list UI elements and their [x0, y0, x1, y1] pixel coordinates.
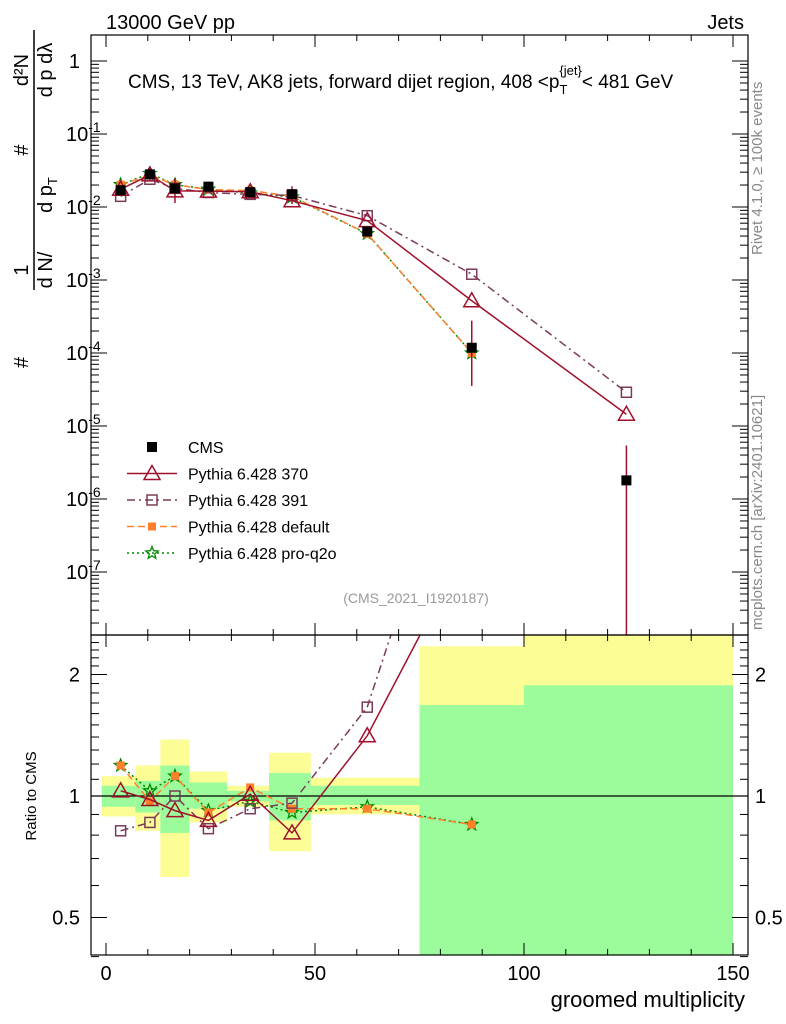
legend-label: Pythia 6.428 391 — [188, 493, 308, 510]
cms-point — [169, 183, 180, 194]
ratio-tick-label-right: 2 — [755, 665, 766, 687]
stat-uncertainty-band — [524, 685, 733, 955]
svg-text:d²N: d²N — [11, 54, 33, 86]
main-plot-marks — [111, 165, 636, 635]
cms-point — [144, 169, 155, 180]
plot-title: CMS, 13 TeV, AK8 jets, forward dijet reg… — [128, 63, 674, 97]
ratio-plot-marks — [111, 305, 634, 840]
cms-point — [287, 189, 298, 200]
ratio-tick-label-left: 2 — [69, 665, 80, 687]
p391-ratio-line — [120, 635, 392, 832]
pq2o-ratio-point — [141, 782, 158, 798]
main-plot-frame — [90, 34, 749, 636]
p370-ratio-point — [240, 784, 260, 802]
legend-marker — [147, 442, 157, 452]
p370-line — [120, 174, 627, 415]
legend-label: Pythia 6.428 pro-q2o — [188, 546, 337, 563]
p391-ratio-point — [286, 797, 298, 809]
p370-ratio-point — [165, 801, 185, 818]
cms-point — [115, 185, 126, 196]
y-tick-label: 1 — [69, 51, 80, 73]
ratio-tick-label-left: 1 — [69, 786, 80, 808]
y-axis-label: 1 d N/ d pT # d²N d p dλ # — [11, 30, 60, 368]
p370-ratio-point — [282, 823, 302, 840]
p391-point — [466, 268, 478, 280]
side-mcplots: mcplots.cern.ch [arXiv:2401.10621] — [749, 395, 766, 630]
legend-label: Pythia 6.428 default — [188, 520, 330, 537]
y-tick-label: 10-3 — [66, 265, 101, 292]
legend: CMS Pythia 6.428 370 Pythia 6.428 391 Pythi… — [127, 440, 337, 563]
pq2o-ratio-point — [284, 804, 300, 820]
legend-label: CMS — [188, 440, 224, 457]
svg-text:1: 1 — [11, 264, 33, 275]
p370-ratio-point — [199, 810, 218, 828]
legend-marker — [146, 494, 158, 506]
p370-ratio-point — [464, 528, 480, 542]
pdef-ratio-line — [120, 765, 472, 826]
ratio-y-label: Ratio to CMS — [23, 751, 40, 840]
legend-label: Pythia 6.428 370 — [188, 467, 308, 484]
pdef-ratio-point — [170, 772, 179, 781]
svg-text:d p dλ: d p dλ — [35, 43, 57, 97]
legend-marker — [142, 463, 162, 481]
svg-text:d pT: d pT — [35, 177, 60, 213]
p370-point — [617, 404, 636, 421]
x-tick-label: 0 — [100, 963, 111, 985]
legend-marker — [144, 544, 160, 560]
legend-marker — [148, 522, 156, 531]
p391-ratio-point — [361, 701, 373, 713]
ratio-tick-label-right: 1 — [755, 786, 766, 808]
p370-point — [282, 191, 302, 208]
analysis-id: (CMS_2021_I1920187) — [343, 590, 489, 606]
p370-ratio-point — [140, 790, 160, 807]
p370-ratio-point — [111, 781, 130, 798]
p370-ratio-point — [357, 726, 377, 743]
p370-ratio-point — [618, 424, 634, 438]
cms-point — [466, 342, 477, 353]
ratio-tick-label-right: 0.5 — [755, 908, 783, 930]
p391-ratio-point — [144, 816, 156, 829]
cms-point — [362, 226, 373, 237]
pdef-point — [116, 180, 125, 189]
p370-ratio-line — [120, 635, 421, 835]
p391-ratio-point — [169, 790, 181, 802]
stat-uncertainty-band — [310, 785, 420, 805]
svg-text:d N/: d N/ — [35, 251, 57, 288]
pdef-ratio-point — [116, 761, 125, 770]
y-tick-label: 10-7 — [66, 557, 101, 584]
p391-ratio-point — [202, 822, 215, 835]
x-tick-label: 50 — [304, 963, 326, 985]
side-rivet: Rivet 4.1.0, ≥ 100k events — [749, 82, 766, 255]
p391-point — [620, 386, 633, 398]
cms-point — [245, 187, 256, 198]
p370-point — [462, 291, 482, 308]
x-tick-label: 150 — [716, 963, 749, 985]
y-tick-label: 10-4 — [66, 338, 101, 365]
ratio-tick-label-left: 0.5 — [52, 908, 80, 930]
p391-line — [120, 178, 627, 393]
cms-uncertainty-bands — [101, 635, 733, 955]
svg-text:#: # — [11, 144, 33, 156]
cms-point — [203, 181, 214, 192]
x-tick-label: 100 — [507, 963, 540, 985]
x-axis-label: groomed multiplicity — [551, 987, 745, 1012]
p391-ratio-point — [621, 305, 631, 315]
y-tick-label: 10-1 — [66, 119, 101, 146]
y-tick-label: 10-6 — [66, 484, 101, 511]
header-right: Jets — [707, 12, 744, 34]
pdef-ratio-point — [145, 797, 154, 806]
stat-uncertainty-band — [419, 705, 524, 955]
p391-ratio-point — [244, 802, 256, 815]
axes: 0 50 100 150 1 10-1 10-2 10-3 10-4 10-5 10-6 10-7 0.… — [52, 35, 783, 985]
cms-point — [621, 475, 632, 486]
pdef-ratio-point — [467, 820, 476, 829]
y-tick-label: 10-5 — [66, 411, 101, 438]
p391-ratio-point — [114, 825, 127, 837]
svg-text:#: # — [11, 356, 33, 368]
pdef-ratio-point — [363, 804, 372, 813]
y-tick-label: 10-2 — [66, 192, 101, 219]
ratio-plot-frame — [90, 634, 749, 956]
header-left: 13000 GeV pp — [106, 12, 235, 34]
